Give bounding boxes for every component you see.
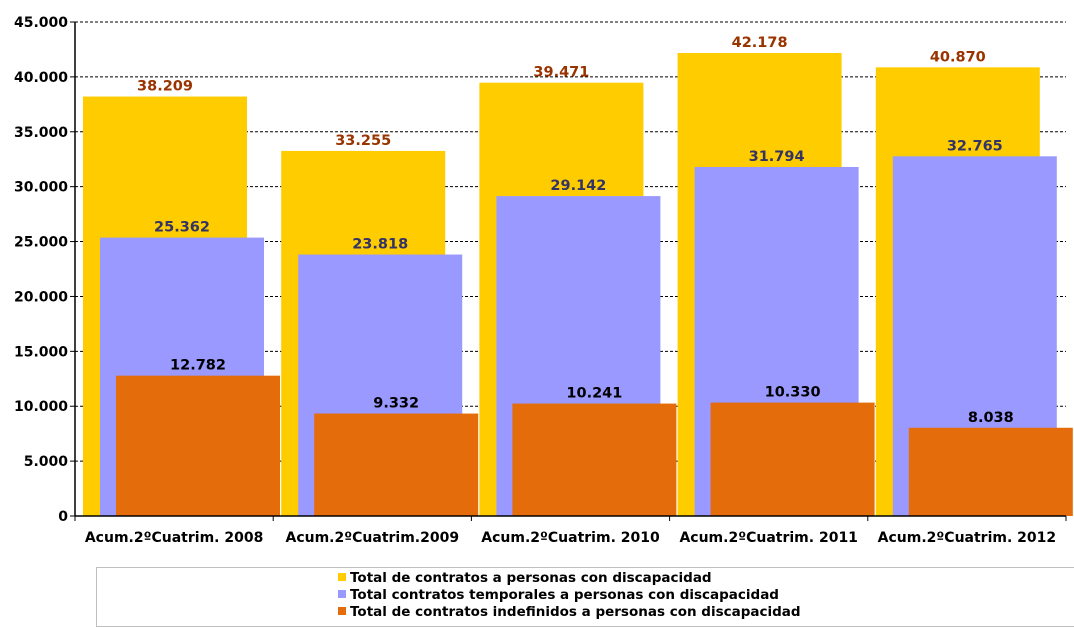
- y-tick-label: 5.000: [24, 454, 69, 470]
- x-category-label: Acum.2ºCuatrim. 2008: [85, 530, 263, 546]
- y-tick-label: 20.000: [14, 289, 68, 305]
- x-category-label: Acum.2ºCuatrim.2009: [285, 530, 459, 546]
- legend: Total de contratos a personas con discap…: [96, 567, 1074, 627]
- y-tick-label: 45.000: [14, 15, 68, 31]
- bar-2-3: [710, 402, 875, 516]
- bars: [83, 52, 1073, 517]
- x-category-label: Acum.2ºCuatrim. 2010: [481, 530, 660, 546]
- y-tick-label: 40.000: [14, 70, 68, 86]
- legend-item-indefinidos: Total de contratos indefinidos a persona…: [338, 604, 801, 621]
- data-label-0-4: 40.870: [930, 49, 986, 65]
- y-tick-label: 0: [58, 509, 68, 525]
- bar-2-4: [908, 427, 1073, 516]
- y-tick-label: 15.000: [14, 344, 68, 360]
- data-label-2-4: 8.038: [968, 410, 1014, 426]
- bar-2-1: [314, 413, 479, 516]
- legend-item-temporales: Total contratos temporales a personas co…: [338, 587, 779, 604]
- data-label-1-2: 29.142: [550, 178, 606, 194]
- data-label-2-0: 12.782: [170, 358, 226, 374]
- y-tick-label: 35.000: [14, 125, 68, 141]
- y-tick-label: 10.000: [14, 399, 68, 415]
- legend-item-total: Total de contratos a personas con discap…: [338, 570, 712, 587]
- data-label-0-3: 42.178: [732, 35, 788, 51]
- x-category-labels: Acum.2ºCuatrim. 2008 Acum.2ºCuatrim.2009 A…: [85, 530, 1056, 546]
- legend-swatch-indefinidos: [338, 607, 346, 615]
- data-label-0-1: 33.255: [335, 133, 391, 149]
- data-label-2-1: 9.332: [373, 396, 419, 412]
- legend-label-indefinidos: Total de contratos indefinidos a persona…: [350, 604, 801, 620]
- y-tick-label: 30.000: [14, 180, 68, 196]
- chart: 0 5.000 10.000 15.000 20.000 25.000 30.000 35.0…: [14, 15, 1073, 546]
- data-labels: 38.209 25.362 12.782 33.255 23.818 9.332 39.47…: [137, 35, 1014, 426]
- bar-2-0: [116, 375, 280, 516]
- legend-swatch-temporales: [338, 590, 346, 598]
- data-label-0-0: 38.209: [137, 79, 193, 95]
- axes: [70, 21, 1067, 521]
- y-tick-labels: 0 5.000 10.000 15.000 20.000 25.000 30.000 35.0…: [14, 15, 68, 525]
- data-label-1-1: 23.818: [352, 237, 408, 253]
- data-label-0-2: 39.471: [533, 65, 589, 81]
- x-category-label: Acum.2ºCuatrim. 2011: [679, 530, 857, 546]
- data-label-2-2: 10.241: [566, 386, 622, 402]
- data-label-1-4: 32.765: [947, 138, 1003, 154]
- x-category-label: Acum.2ºCuatrim. 2012: [878, 530, 1056, 546]
- y-tick-label: 25.000: [14, 235, 68, 251]
- data-label-1-3: 31.794: [749, 149, 805, 165]
- legend-label-temporales: Total contratos temporales a personas co…: [350, 587, 779, 603]
- data-label-1-0: 25.362: [154, 220, 210, 236]
- legend-swatch-total: [338, 573, 346, 581]
- legend-label-total: Total de contratos a personas con discap…: [350, 570, 712, 586]
- bar-2-2: [512, 403, 677, 516]
- data-label-2-3: 10.330: [765, 385, 821, 401]
